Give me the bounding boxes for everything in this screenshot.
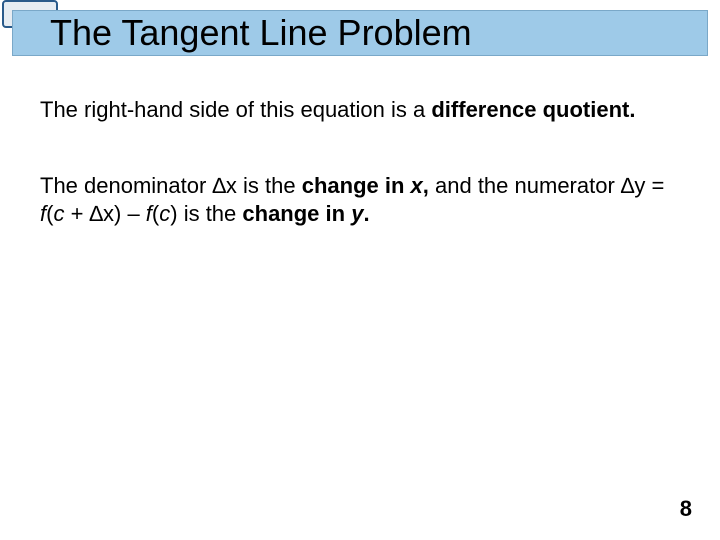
p2-b2: change in — [242, 201, 351, 226]
paragraph-2: The denominator ∆x is the change in x, a… — [40, 172, 680, 227]
p2-bx: x — [411, 173, 423, 198]
p2-paren4: ) — [170, 201, 177, 226]
p2-t2: is the — [237, 173, 302, 198]
p2-t4: is the — [178, 201, 243, 226]
paragraph-1: The right-hand side of this equation is … — [40, 96, 680, 124]
p2-t1: The denominator — [40, 173, 212, 198]
p2-b1: change in — [302, 173, 411, 198]
p2-c1: c — [53, 201, 64, 226]
p2-dx: ∆x — [212, 173, 236, 198]
slide-container: The Tangent Line Problem The right-hand … — [0, 0, 720, 540]
page-number: 8 — [680, 496, 692, 522]
p2-period: . — [363, 201, 369, 226]
p2-c2: c — [159, 201, 170, 226]
p2-by: y — [351, 201, 363, 226]
p2-plus: + — [64, 201, 89, 226]
p2-t3: and the numerator — [429, 173, 621, 198]
p2-eq: = — [645, 173, 664, 198]
p2-dx2: ∆x — [90, 201, 114, 226]
p2-dy: ∆y — [621, 173, 645, 198]
p2-minus: – — [121, 201, 145, 226]
para1-text-a: The right-hand side of this equation is … — [40, 97, 431, 122]
para1-bold: difference quotient. — [431, 97, 635, 122]
slide-title: The Tangent Line Problem — [50, 12, 472, 54]
